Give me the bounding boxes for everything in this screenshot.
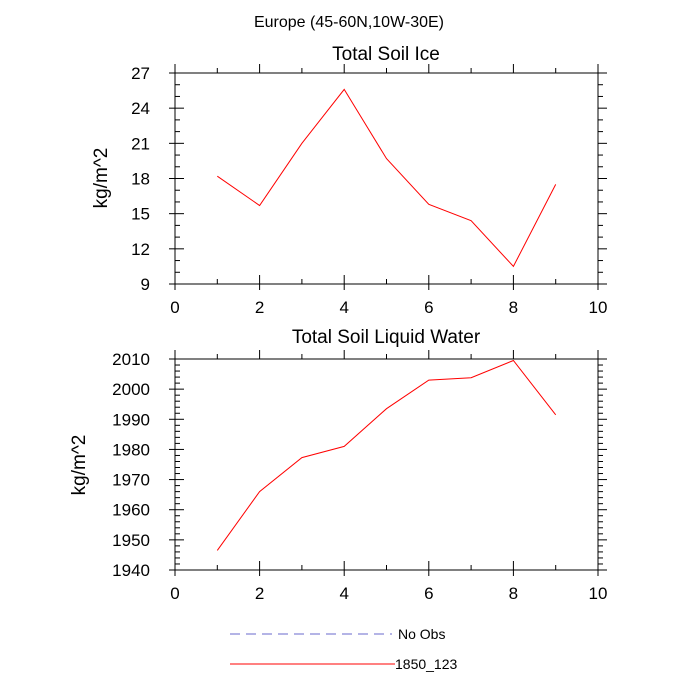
x-tick-label: 0 xyxy=(170,584,179,603)
y-tick-label: 27 xyxy=(131,64,150,83)
y-tick-label: 2010 xyxy=(112,350,150,369)
series-line-1850_123 xyxy=(216,359,557,551)
y-tick-label: 1970 xyxy=(112,471,150,490)
x-tick-label: 4 xyxy=(339,584,348,603)
series-line-1850_123 xyxy=(217,88,557,268)
y-tick-label: 12 xyxy=(131,240,150,259)
x-tick-label: 6 xyxy=(424,298,433,317)
x-tick-label: 0 xyxy=(170,298,179,317)
y-tick-label: 21 xyxy=(131,134,150,153)
panel-title: Total Soil Liquid Water xyxy=(292,327,481,348)
x-tick-label: 2 xyxy=(255,298,264,317)
legend-label-1850-123: 1850_123 xyxy=(395,656,458,672)
axis-ticks: 0 2 4 6 8 10 1940 1950 1960 1970 1980 1990 2000 2010 xyxy=(112,350,607,603)
y-tick-label: 9 xyxy=(141,275,150,294)
plot-frame xyxy=(174,358,599,571)
y-tick-label: 1990 xyxy=(112,410,150,429)
panel-title: Total Soil Ice xyxy=(332,44,440,65)
x-tick-label: 8 xyxy=(509,584,518,603)
y-tick-label: 15 xyxy=(131,205,150,224)
y-tick-label: 24 xyxy=(131,99,150,118)
y-tick-label: 2000 xyxy=(112,380,150,399)
legend: No Obs 1850_123 xyxy=(230,626,458,672)
panel-total-soil-ice: Total Soil Ice kg/m^2 0 2 4 6 8 1091215182124… xyxy=(91,44,607,317)
x-tick-label: 10 xyxy=(589,584,608,603)
x-tick-label: 2 xyxy=(255,584,264,603)
x-tick-label: 4 xyxy=(339,298,348,317)
series-lines xyxy=(217,88,557,268)
x-tick-label: 8 xyxy=(509,298,518,317)
series-lines xyxy=(216,359,557,551)
x-tick-label: 10 xyxy=(589,298,608,317)
x-tick-label: 6 xyxy=(424,584,433,603)
y-tick-label: 1950 xyxy=(112,531,150,550)
figure-title: Europe (45-60N,10W-30E) xyxy=(254,14,444,31)
plot-frame xyxy=(174,72,599,285)
y-tick-label: 1980 xyxy=(112,440,150,459)
y-tick-label: 1940 xyxy=(112,561,150,580)
legend-label-no-obs: No Obs xyxy=(398,626,445,642)
panel-total-soil-liquid-water: Total Soil Liquid Water kg/m^2 0 2 4 6 8 10 19… xyxy=(69,327,607,603)
y-tick-label: 18 xyxy=(131,170,150,189)
y-axis-label: kg/m^2 xyxy=(69,435,90,496)
y-tick-label: 1960 xyxy=(112,501,150,520)
y-axis-label: kg/m^2 xyxy=(91,148,112,209)
